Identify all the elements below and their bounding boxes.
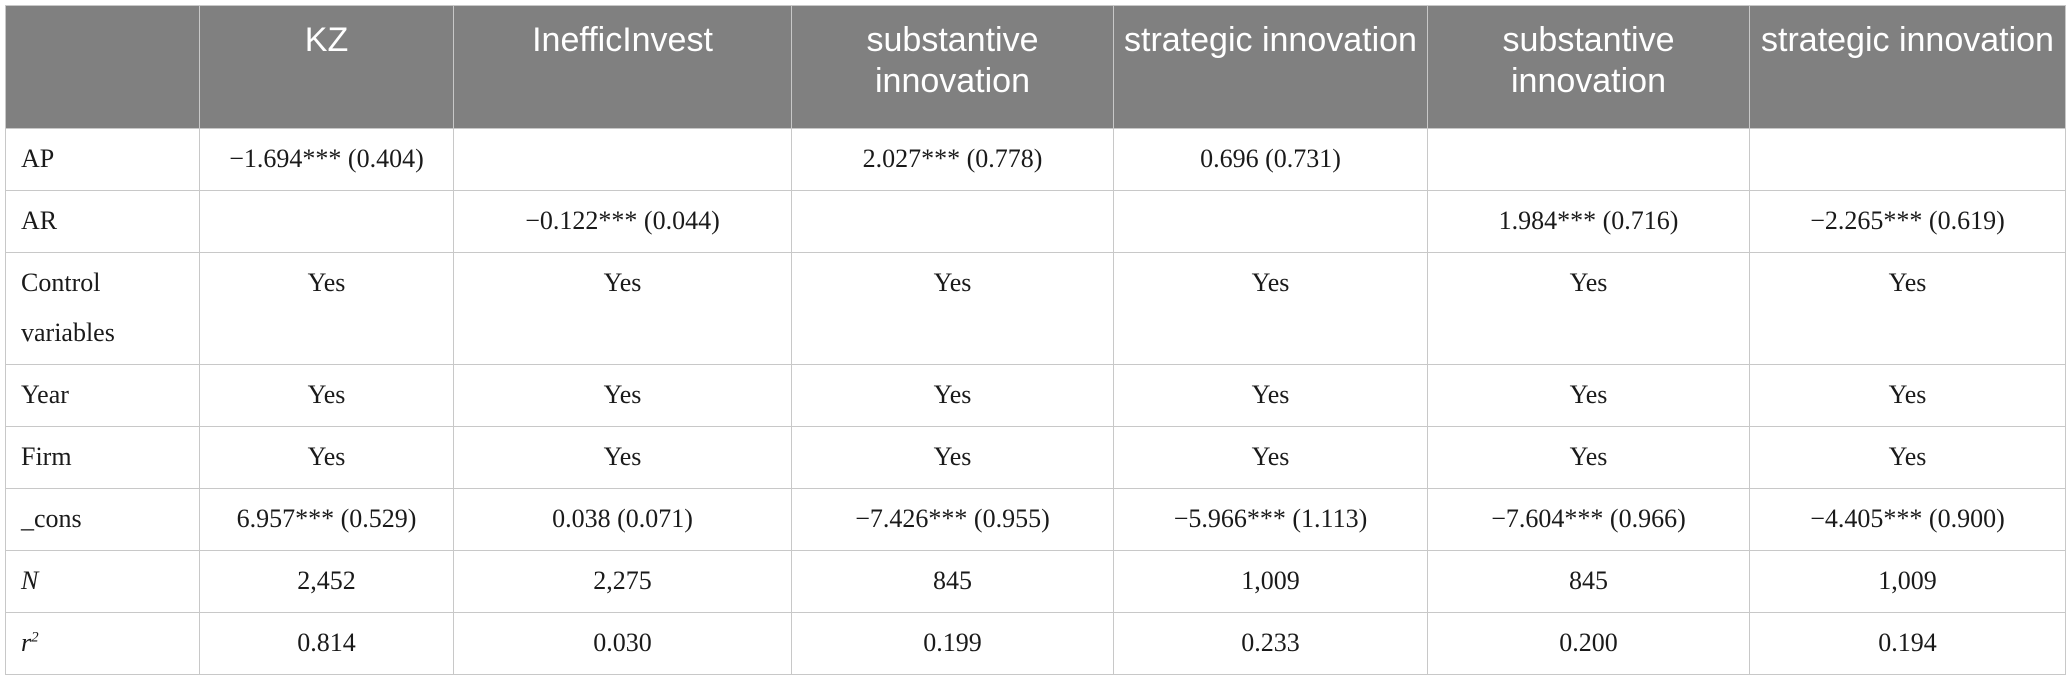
table-cell: −7.604*** (0.966) — [1427, 488, 1750, 551]
table-cell: Yes — [1113, 364, 1428, 427]
table-cell: Yes — [1427, 364, 1750, 427]
table-cell: 6.957*** (0.529) — [199, 488, 454, 551]
table-cell: Yes — [1749, 426, 2066, 489]
table-cell: Yes — [1749, 364, 2066, 427]
table-cell: 845 — [791, 550, 1114, 613]
table-cell: 2,275 — [453, 550, 792, 613]
header-strategic-innovation-1: strategic innovation — [1113, 5, 1428, 129]
table-cell: Yes — [199, 252, 454, 365]
table-cell: 1.984*** (0.716) — [1427, 190, 1750, 253]
row-control-variables: Control variables Yes Yes Yes Yes Yes Ye… — [5, 252, 2066, 365]
table-cell: Yes — [1113, 252, 1428, 365]
row-label: N — [5, 550, 200, 613]
table-cell: 2,452 — [199, 550, 454, 613]
table-cell: Yes — [1427, 252, 1750, 365]
table-cell — [1113, 190, 1428, 253]
row-label: _cons — [5, 488, 200, 551]
table-cell: Yes — [1427, 426, 1750, 489]
row-firm: Firm Yes Yes Yes Yes Yes Yes — [5, 426, 2066, 489]
table-cell: 0.199 — [791, 612, 1114, 675]
table-cell — [791, 190, 1114, 253]
row-label: Control variables — [5, 252, 200, 365]
row-n: N 2,452 2,275 845 1,009 845 1,009 — [5, 550, 2066, 613]
header-corner — [5, 5, 200, 129]
row-label: Firm — [5, 426, 200, 489]
table-cell: 0.200 — [1427, 612, 1750, 675]
row-label: AR — [5, 190, 200, 253]
table-cell: −7.426*** (0.955) — [791, 488, 1114, 551]
table-cell: Yes — [199, 364, 454, 427]
row-r-squared: r2 0.814 0.030 0.199 0.233 0.200 0.194 — [5, 612, 2066, 675]
table-cell: −5.966*** (1.113) — [1113, 488, 1428, 551]
table-cell: Yes — [1113, 426, 1428, 489]
row-label: AP — [5, 128, 200, 191]
table-cell: Yes — [453, 252, 792, 365]
table-cell: Yes — [791, 364, 1114, 427]
header-substantive-innovation-2: substantive innovation — [1427, 5, 1750, 129]
row-label: Year — [5, 364, 200, 427]
table-cell: 0.696 (0.731) — [1113, 128, 1428, 191]
table-cell: Yes — [453, 364, 792, 427]
table-cell: Yes — [1749, 252, 2066, 365]
table-cell — [1427, 128, 1750, 191]
regression-results-table: KZ InefficInvest substantive innovation … — [5, 5, 2066, 675]
row-label: r2 — [5, 612, 200, 675]
table-cell: Yes — [453, 426, 792, 489]
row-year: Year Yes Yes Yes Yes Yes Yes — [5, 364, 2066, 427]
header-row: KZ InefficInvest substantive innovation … — [5, 5, 2066, 129]
table-cell: 2.027*** (0.778) — [791, 128, 1114, 191]
header-strategic-innovation-2: strategic innovation — [1749, 5, 2066, 129]
table-cell — [199, 190, 454, 253]
row-cons: _cons 6.957*** (0.529) 0.038 (0.071) −7.… — [5, 488, 2066, 551]
table-cell — [1749, 128, 2066, 191]
table-cell: 0.814 — [199, 612, 454, 675]
row-label-superscript: 2 — [31, 629, 39, 646]
table-cell: 845 — [1427, 550, 1750, 613]
table-cell: 0.030 — [453, 612, 792, 675]
table-cell: −4.405*** (0.900) — [1749, 488, 2066, 551]
table-cell: −2.265*** (0.619) — [1749, 190, 2066, 253]
table-cell: −0.122*** (0.044) — [453, 190, 792, 253]
header-substantive-innovation-1: substantive innovation — [791, 5, 1114, 129]
table-cell: 0.038 (0.071) — [453, 488, 792, 551]
header-ineffic-invest: InefficInvest — [453, 5, 792, 129]
table-cell: Yes — [199, 426, 454, 489]
table-cell: 1,009 — [1749, 550, 2066, 613]
row-ar: AR −0.122*** (0.044) 1.984*** (0.716) −2… — [5, 190, 2066, 253]
table-cell — [453, 128, 792, 191]
row-label-base: r — [21, 628, 32, 657]
table-cell: Yes — [791, 252, 1114, 365]
table-cell: 1,009 — [1113, 550, 1428, 613]
table-cell: Yes — [791, 426, 1114, 489]
row-ap: AP −1.694*** (0.404) 2.027*** (0.778) 0.… — [5, 128, 2066, 191]
table-cell: 0.233 — [1113, 612, 1428, 675]
header-kz: KZ — [199, 5, 454, 129]
table-cell: 0.194 — [1749, 612, 2066, 675]
table-cell: −1.694*** (0.404) — [199, 128, 454, 191]
